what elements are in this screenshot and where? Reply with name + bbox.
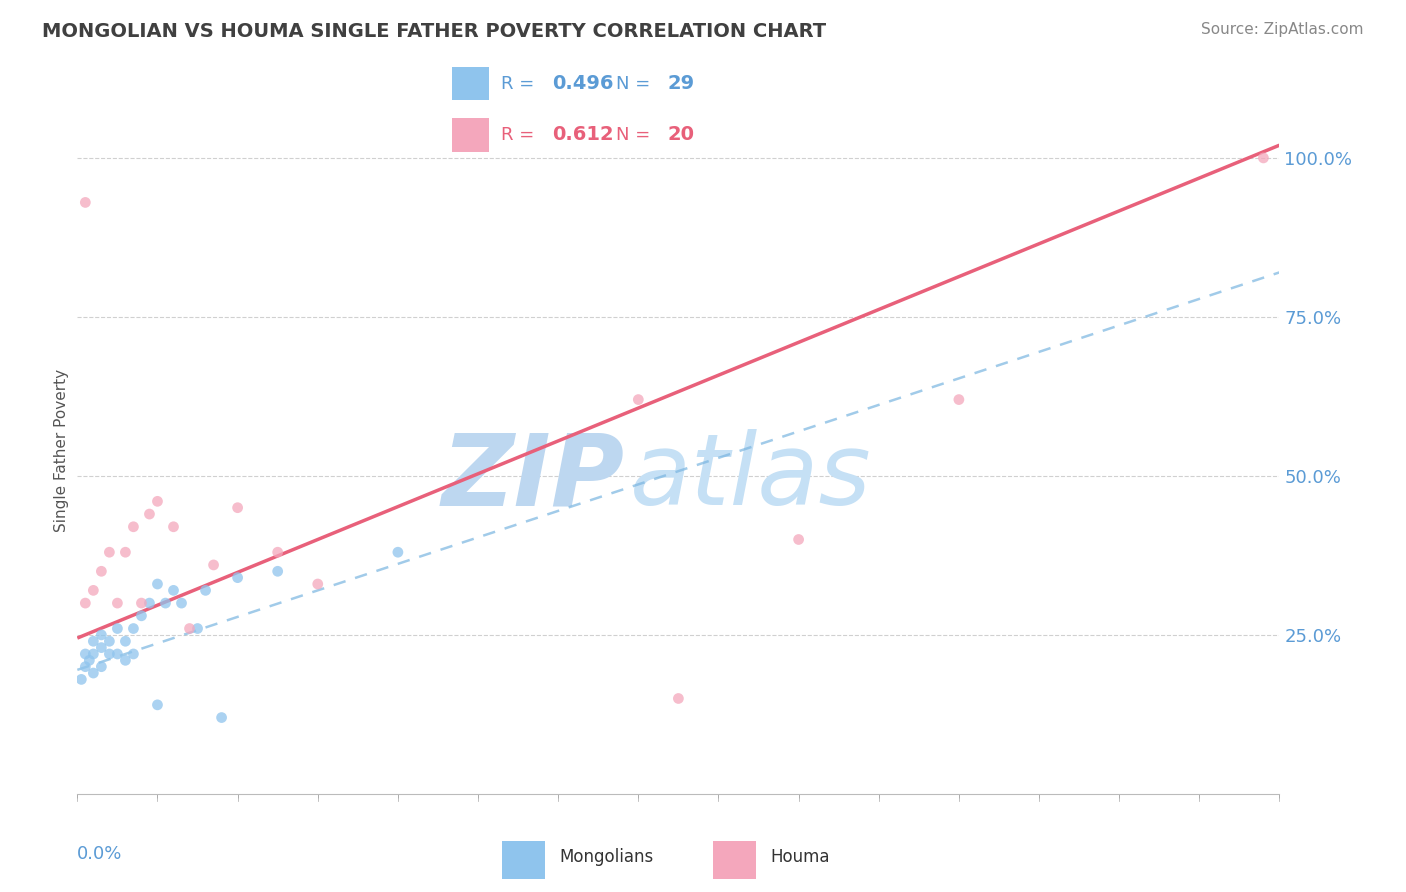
Point — [90, 659, 112, 673]
Bar — [451, 119, 489, 152]
Point — [668, 691, 690, 706]
Point — [146, 494, 169, 508]
Point — [226, 571, 249, 585]
Text: Source: ZipAtlas.com: Source: ZipAtlas.com — [1201, 22, 1364, 37]
Point — [131, 596, 153, 610]
Point — [90, 640, 112, 655]
Point — [131, 608, 153, 623]
Point — [82, 666, 104, 681]
Point — [267, 564, 290, 578]
Point — [226, 500, 249, 515]
Y-axis label: Single Father Poverty: Single Father Poverty — [53, 369, 69, 532]
Point — [82, 634, 104, 648]
Point — [170, 596, 193, 610]
Text: ZIP: ZIP — [441, 429, 624, 526]
Point — [138, 596, 160, 610]
Point — [179, 622, 201, 636]
Point — [98, 647, 121, 661]
Point — [787, 533, 810, 547]
Point — [70, 673, 93, 687]
Point — [122, 622, 145, 636]
Point — [267, 545, 290, 559]
Text: 0.0%: 0.0% — [77, 846, 122, 863]
Text: 0.612: 0.612 — [553, 126, 614, 145]
Point — [75, 647, 97, 661]
Point — [162, 583, 184, 598]
Point — [122, 520, 145, 534]
Point — [114, 653, 136, 667]
Text: N =: N = — [616, 75, 650, 93]
Text: MONGOLIAN VS HOUMA SINGLE FATHER POVERTY CORRELATION CHART: MONGOLIAN VS HOUMA SINGLE FATHER POVERTY… — [42, 22, 827, 41]
Point — [75, 659, 97, 673]
Text: R =: R = — [501, 126, 534, 144]
Point — [202, 558, 225, 572]
Text: N =: N = — [616, 126, 650, 144]
Point — [138, 507, 160, 521]
Point — [146, 577, 169, 591]
Bar — [451, 67, 489, 101]
Point — [82, 647, 104, 661]
Point — [948, 392, 970, 407]
Text: 29: 29 — [668, 74, 695, 93]
Point — [114, 545, 136, 559]
Text: R =: R = — [501, 75, 534, 93]
Point — [107, 647, 129, 661]
Text: Houma: Houma — [770, 848, 830, 866]
Point — [82, 583, 104, 598]
Point — [627, 392, 650, 407]
Point — [114, 634, 136, 648]
Point — [79, 653, 101, 667]
Point — [75, 195, 97, 210]
Point — [211, 710, 233, 724]
Point — [155, 596, 177, 610]
Point — [107, 596, 129, 610]
Point — [387, 545, 409, 559]
Point — [1253, 151, 1275, 165]
Text: Mongolians: Mongolians — [560, 848, 654, 866]
Bar — [502, 841, 546, 879]
Text: 20: 20 — [668, 126, 695, 145]
Point — [107, 622, 129, 636]
Point — [187, 622, 209, 636]
Point — [146, 698, 169, 712]
Text: atlas: atlas — [630, 429, 872, 526]
Point — [98, 634, 121, 648]
Point — [98, 545, 121, 559]
Point — [75, 596, 97, 610]
Point — [307, 577, 329, 591]
Point — [90, 564, 112, 578]
Text: 0.496: 0.496 — [553, 74, 614, 93]
Bar — [713, 841, 755, 879]
Point — [162, 520, 184, 534]
Point — [194, 583, 217, 598]
Point — [122, 647, 145, 661]
Point — [90, 628, 112, 642]
